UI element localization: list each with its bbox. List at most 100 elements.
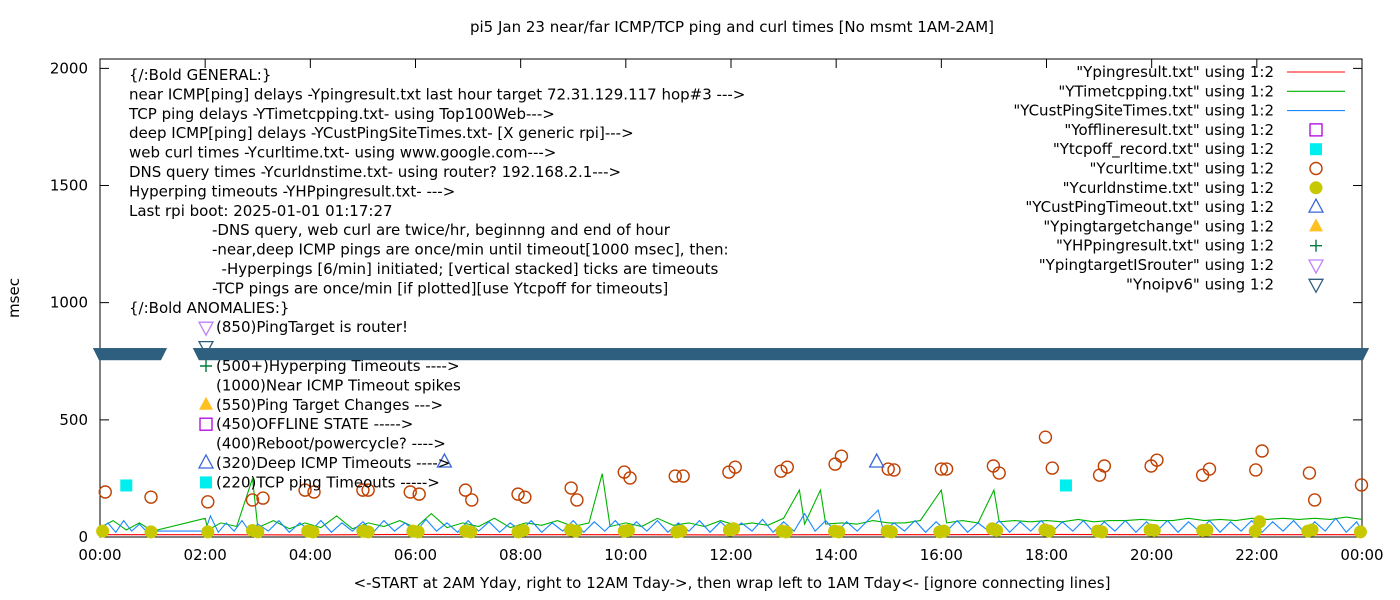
- data-point-circle-open: [1307, 493, 1322, 507]
- y-tick-label: 500: [59, 411, 88, 429]
- y-tick-label: 2000: [50, 59, 88, 77]
- plot-area: 0 500 1000 1500 2000 00:00 02:00 04:00 06:00 08:0…: [50, 58, 1384, 564]
- data-point-circle-filled: [1305, 523, 1319, 537]
- noipv6-marker-band-overlay: [93, 348, 167, 361]
- data-point-circle-filled: [306, 525, 320, 539]
- general-annotation-line: TCP ping delays -YTimetcpping.txt- using…: [128, 105, 555, 123]
- x-tick-label: 00:00: [1340, 546, 1383, 564]
- data-point-circle-open: [939, 462, 954, 476]
- data-point-circle-filled: [1200, 523, 1214, 537]
- note-annotation-line: -near,deep ICMP pings are once/min until…: [212, 241, 729, 259]
- data-point-square-filled: [120, 479, 133, 492]
- x-tick-label: 22:00: [1235, 546, 1278, 564]
- data-point-circle-filled: [96, 524, 110, 538]
- data-point-circle-open: [887, 463, 901, 477]
- legend-label: "YCustPingTimeout.txt" using 1:2: [1025, 198, 1274, 216]
- x-tick-label: 20:00: [1130, 546, 1173, 564]
- data-point-circle-open: [834, 449, 849, 463]
- data-point-circle-open: [403, 485, 417, 499]
- legend-label: "Ytcpoff_record.txt" using 1:2: [1053, 140, 1274, 159]
- data-point-circle-open: [623, 471, 637, 485]
- data-point-circle-open: [1150, 453, 1164, 467]
- legend-marker: [1309, 123, 1323, 137]
- data-point-circle-filled: [201, 525, 215, 539]
- y-axis-label: msec: [5, 278, 23, 318]
- general-annotation-line: web curl times -Ycurltime.txt- using www…: [129, 144, 556, 162]
- legend-marker: [1309, 161, 1323, 176]
- data-point-circle-filled: [1147, 523, 1161, 537]
- data-point-circle-filled: [516, 523, 530, 537]
- data-point-circle-filled: [569, 524, 583, 538]
- data-point-circle-open: [361, 483, 375, 497]
- x-tick-label: 16:00: [920, 546, 963, 564]
- x-tick-label: 12:00: [709, 546, 752, 564]
- legend-label: "Ycurldnstime.txt" using 1:2: [1063, 179, 1274, 197]
- general-annotation-line: Hyperping timeouts -YHPpingresult.txt- -…: [129, 182, 455, 200]
- data-point-circle-open: [676, 469, 690, 483]
- series-line-1: [99, 473, 1363, 532]
- data-point-circle-open: [881, 462, 895, 476]
- x-tick-label: 00:00: [78, 546, 121, 564]
- data-point-circle-open: [412, 487, 426, 501]
- data-point-square-filled: [1059, 479, 1072, 492]
- general-annotation-line: deep ICMP[ping] delays -YCustPingSiteTim…: [129, 124, 634, 142]
- legend-label: "YpingtargetISrouter" using 1:2: [1039, 256, 1274, 274]
- legend-marker: [1307, 278, 1325, 294]
- data-point-circle-filled: [884, 525, 898, 539]
- chart-title: pi5 Jan 23 near/far ICMP/TCP ping and cu…: [470, 18, 994, 36]
- note-annotation-line: -DNS query, web curl are twice/hr, begin…: [212, 221, 671, 239]
- legend-label: "YCustPingSiteTimes.txt" using 1:2: [1013, 102, 1274, 120]
- data-point-circle-filled: [674, 524, 688, 538]
- data-point-circle-filled: [727, 522, 741, 536]
- general-annotation-line: Last rpi boot: 2025-01-01 01:17:27: [129, 202, 393, 220]
- data-point-circle-open: [356, 483, 370, 497]
- data-point-circle-open: [144, 490, 158, 504]
- x-tick-label: 14:00: [815, 546, 858, 564]
- data-point-circle-filled: [464, 525, 478, 539]
- data-point-circle-filled: [1095, 525, 1109, 539]
- data-point-circle-filled: [1353, 525, 1367, 539]
- data-point-circle-open: [828, 457, 842, 471]
- data-point-triangle-up-open: [436, 452, 453, 468]
- noipv6-marker-band-overlay: [192, 348, 1370, 361]
- anomaly-label: (220)TCP ping Timeouts ----->: [216, 473, 440, 491]
- x-axis-label: <-START at 2AM Yday, right to 12AM Tday-…: [354, 574, 1111, 592]
- data-point-circle-open: [570, 493, 584, 507]
- data-point-circle-open: [780, 460, 794, 474]
- x-tick-label: 04:00: [289, 546, 332, 564]
- anomaly-label: (850)PingTarget is router!: [216, 318, 408, 336]
- anomaly-key-marker: [199, 417, 213, 431]
- data-point-circle-open: [564, 481, 578, 495]
- legend-marker: [1309, 181, 1323, 195]
- data-point-circle-open: [518, 490, 532, 504]
- anomaly-key-marker: [200, 476, 212, 489]
- data-point-circle-open: [245, 493, 260, 507]
- y-tick-label: 1000: [50, 294, 88, 312]
- data-point-circle-filled: [621, 523, 635, 537]
- x-tick-label: 06:00: [394, 546, 437, 564]
- anomaly-label: (400)Reboot/powercycle? ---->: [216, 435, 446, 453]
- anomaly-key-marker: [199, 396, 213, 410]
- data-point-circle-filled: [937, 524, 951, 538]
- data-point-circle-filled: [411, 525, 425, 539]
- data-point-circle-filled: [361, 525, 375, 539]
- data-point-circle-open: [934, 462, 949, 476]
- data-point-circle-open: [256, 491, 270, 505]
- legend-label: "Ynoipv6" using 1:2: [1126, 275, 1274, 293]
- anomaly-key-marker: [197, 321, 215, 337]
- data-point-circle-filled: [832, 525, 846, 539]
- data-point-circle-open: [201, 495, 215, 509]
- anomaly-key-marker: [200, 360, 212, 372]
- anomaly-key-marker: [197, 453, 215, 469]
- data-point-circle-open: [668, 469, 682, 483]
- general-annotation-line: {/:Bold GENERAL:}: [129, 66, 271, 84]
- data-point-circle-filled: [990, 523, 1004, 537]
- y-tick-label: 0: [78, 528, 88, 546]
- data-point-circle-open: [298, 483, 312, 497]
- anomaly-label: (550)Ping Target Changes --->: [216, 396, 443, 414]
- legend-label: "Ypingresult.txt" using 1:2: [1076, 63, 1274, 81]
- data-point-circle-open: [511, 487, 525, 501]
- data-point-circle-open: [1092, 468, 1107, 482]
- legend-label: "Ycurltime.txt" using 1:2: [1089, 160, 1274, 178]
- anomaly-label: (320)Deep ICMP Timeouts ---->: [216, 454, 450, 472]
